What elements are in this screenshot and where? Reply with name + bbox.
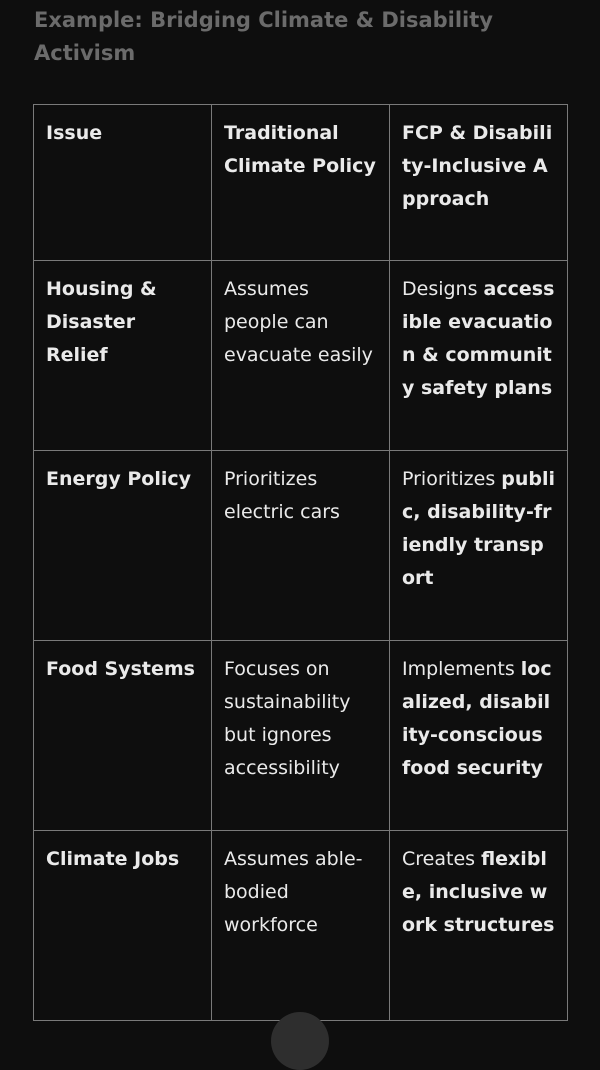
fcp-highlight: flexible, inclusive work structures <box>402 848 555 936</box>
fcp-cell: Prioritizes public, disability-friendly … <box>389 450 568 641</box>
traditional-cell: Prioritizes electric cars <box>211 450 390 641</box>
header-issue: Issue <box>33 104 212 261</box>
issue-cell: Food Systems <box>33 640 212 831</box>
traditional-cell: Assumes able-bodied workforce <box>211 830 390 1021</box>
fcp-prefix: Prioritizes <box>402 468 496 490</box>
table-row: Housing & Disaster Relief Assumes people… <box>33 260 568 451</box>
fcp-prefix: Creates <box>402 848 476 870</box>
header-fcp: FCP & Disability-Inclusive Approach <box>389 104 568 261</box>
header-traditional: Traditional Climate Policy <box>211 104 390 261</box>
fcp-highlight: localized, disability-conscious food sec… <box>402 658 552 779</box>
table-row: Energy Policy Prioritizes electric cars … <box>33 450 568 641</box>
issue-cell: Energy Policy <box>33 450 212 641</box>
fcp-cell: Implements localized, disability-conscio… <box>389 640 568 831</box>
table-header-row: Issue Traditional Climate Policy FCP & D… <box>33 104 568 261</box>
traditional-cell: Focuses on sustainability but ignores ac… <box>211 640 390 831</box>
fcp-prefix: Implements <box>402 658 515 680</box>
fcp-cell: Creates flexible, inclusive work structu… <box>389 830 568 1021</box>
table-row: Climate Jobs Assumes able-bodied workfor… <box>33 830 568 1021</box>
traditional-cell: Assumes people can evacuate easily <box>211 260 390 451</box>
issue-cell: Climate Jobs <box>33 830 212 1021</box>
fcp-highlight: accessible evacuation & community safety… <box>402 278 555 399</box>
fcp-highlight: public, disability-friendly transport <box>402 468 556 589</box>
fcp-cell: Designs accessible evacuation & communit… <box>389 260 568 451</box>
fcp-prefix: Designs <box>402 278 478 300</box>
scroll-down-button[interactable] <box>271 1012 329 1070</box>
table-row: Food Systems Focuses on sustainability b… <box>33 640 568 831</box>
issue-cell: Housing & Disaster Relief <box>33 260 212 451</box>
comparison-table: Issue Traditional Climate Policy FCP & D… <box>33 104 568 1021</box>
section-title: Example: Bridging Climate & Disability A… <box>34 8 493 65</box>
